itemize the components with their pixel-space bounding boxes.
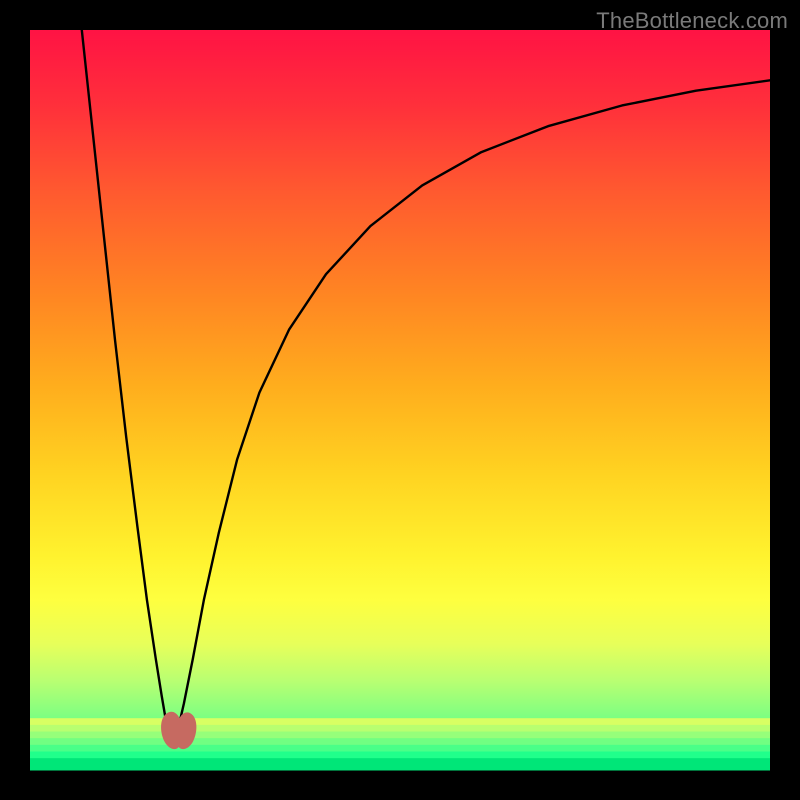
bottom-band bbox=[30, 752, 770, 759]
bottom-band bbox=[30, 758, 770, 770]
plot-background bbox=[30, 30, 770, 770]
bottom-band bbox=[30, 725, 770, 732]
accent-blob bbox=[161, 712, 196, 749]
chart-container: TheBottleneck.com bbox=[0, 0, 800, 800]
watermark-label: TheBottleneck.com bbox=[596, 8, 788, 34]
bottom-band bbox=[30, 738, 770, 745]
bottom-band bbox=[30, 745, 770, 752]
bottom-band bbox=[30, 732, 770, 739]
chart-svg bbox=[0, 0, 800, 800]
bottom-band bbox=[30, 718, 770, 725]
